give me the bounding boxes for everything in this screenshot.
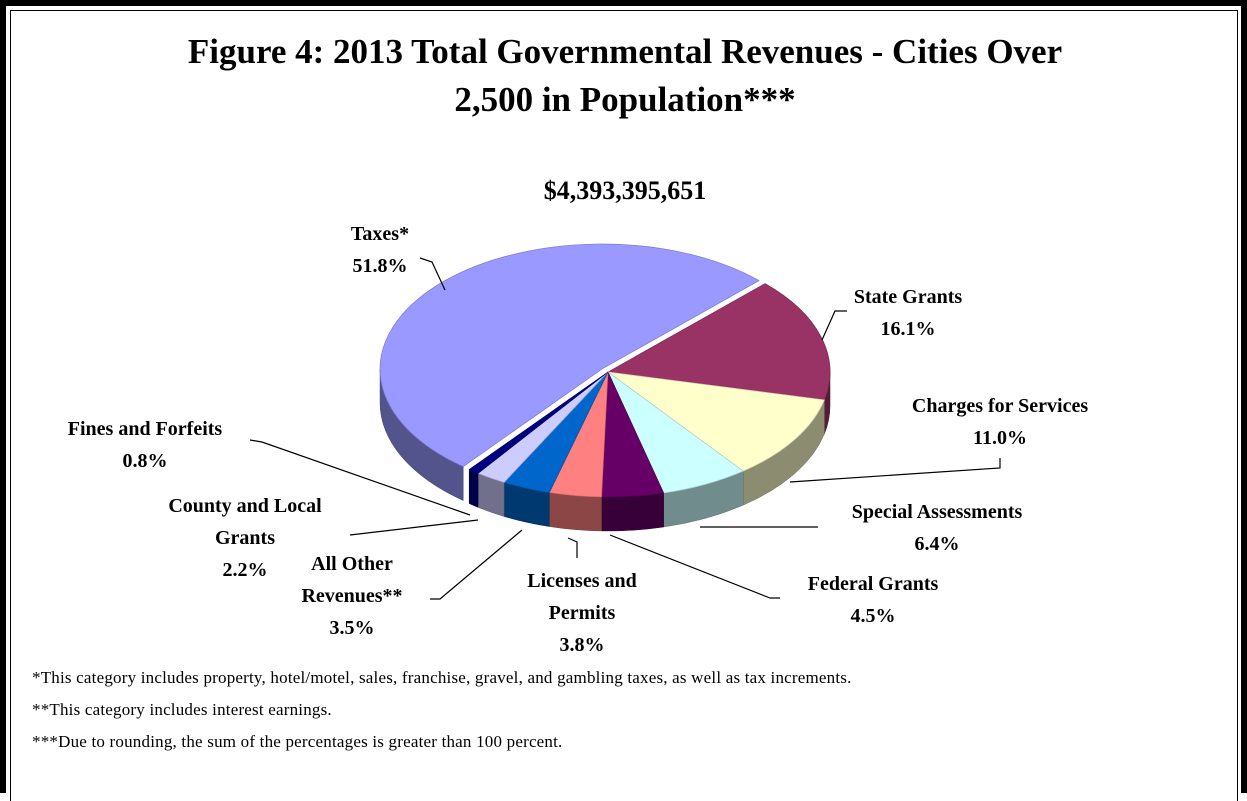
slice-value: 6.4% [914,533,960,555]
slice-value: 4.5% [850,605,896,627]
slice-value: 11.0% [973,427,1027,449]
leader-line [821,310,847,341]
leader-line [567,537,578,558]
slice-value: 51.8% [352,255,408,277]
chart-title: Figure 4: 2013 Total Governmental Revenu… [187,32,1063,119]
slice-name: Charges for Services [911,395,1089,417]
leader-line [349,519,479,536]
pie-slice [468,371,609,474]
leader-line [430,529,523,600]
leader-line [789,458,1001,483]
chart-subtitle: $4,393,395,651 [543,176,707,205]
pie-tops [379,243,831,498]
slice-name: State Grants [853,286,963,308]
slice-value: 0.8% [122,450,168,472]
footnote: **This category includes interest earnin… [32,700,332,719]
slice-name: County and Local Grants [168,495,322,549]
slice-value: 3.5% [329,617,375,639]
slice-name: Special Assessments [851,501,1023,523]
pie-slice [606,283,831,401]
slice-label: Federal Grants 4.5% [763,568,983,632]
slice-name: Licenses and Permits [527,570,637,624]
leader-line [419,257,446,291]
slice-label: Taxes* 51.8% [320,218,440,282]
leader-line [609,534,780,599]
slice-name: Fines and Forfeits [67,418,223,440]
slice-label: Charges for Services 11.0% [870,390,1130,454]
inner-frame [10,10,1238,801]
leader-line [249,439,471,516]
pie-slice-side [601,492,664,532]
slice-label: State Grants 16.1% [808,281,1008,345]
pie-slice-side [549,492,602,532]
footnote: *This category includes property, hotel/… [32,668,852,687]
slice-label: Special Assessments 6.4% [807,496,1067,560]
footnote: ***Due to rounding, the sum of the perce… [32,732,563,751]
pie-slice-side [468,469,479,508]
slice-value: 2.2% [222,559,268,581]
slice-label: Licenses and Permits 3.8% [492,565,672,661]
slice-label: Fines and Forfeits 0.8% [25,413,265,477]
slice-value: 3.8% [559,634,605,656]
slice-label: All Other Revenues** 3.5% [277,548,427,644]
slice-name: Federal Grants [807,573,939,595]
slice-name: Taxes* [350,223,410,245]
slice-label: County and Local Grants 2.2% [145,490,345,586]
pie-slice [607,371,825,472]
slice-name: All Other Revenues** [301,553,403,607]
slice-value: 16.1% [880,318,936,340]
pie-slice [379,243,760,467]
